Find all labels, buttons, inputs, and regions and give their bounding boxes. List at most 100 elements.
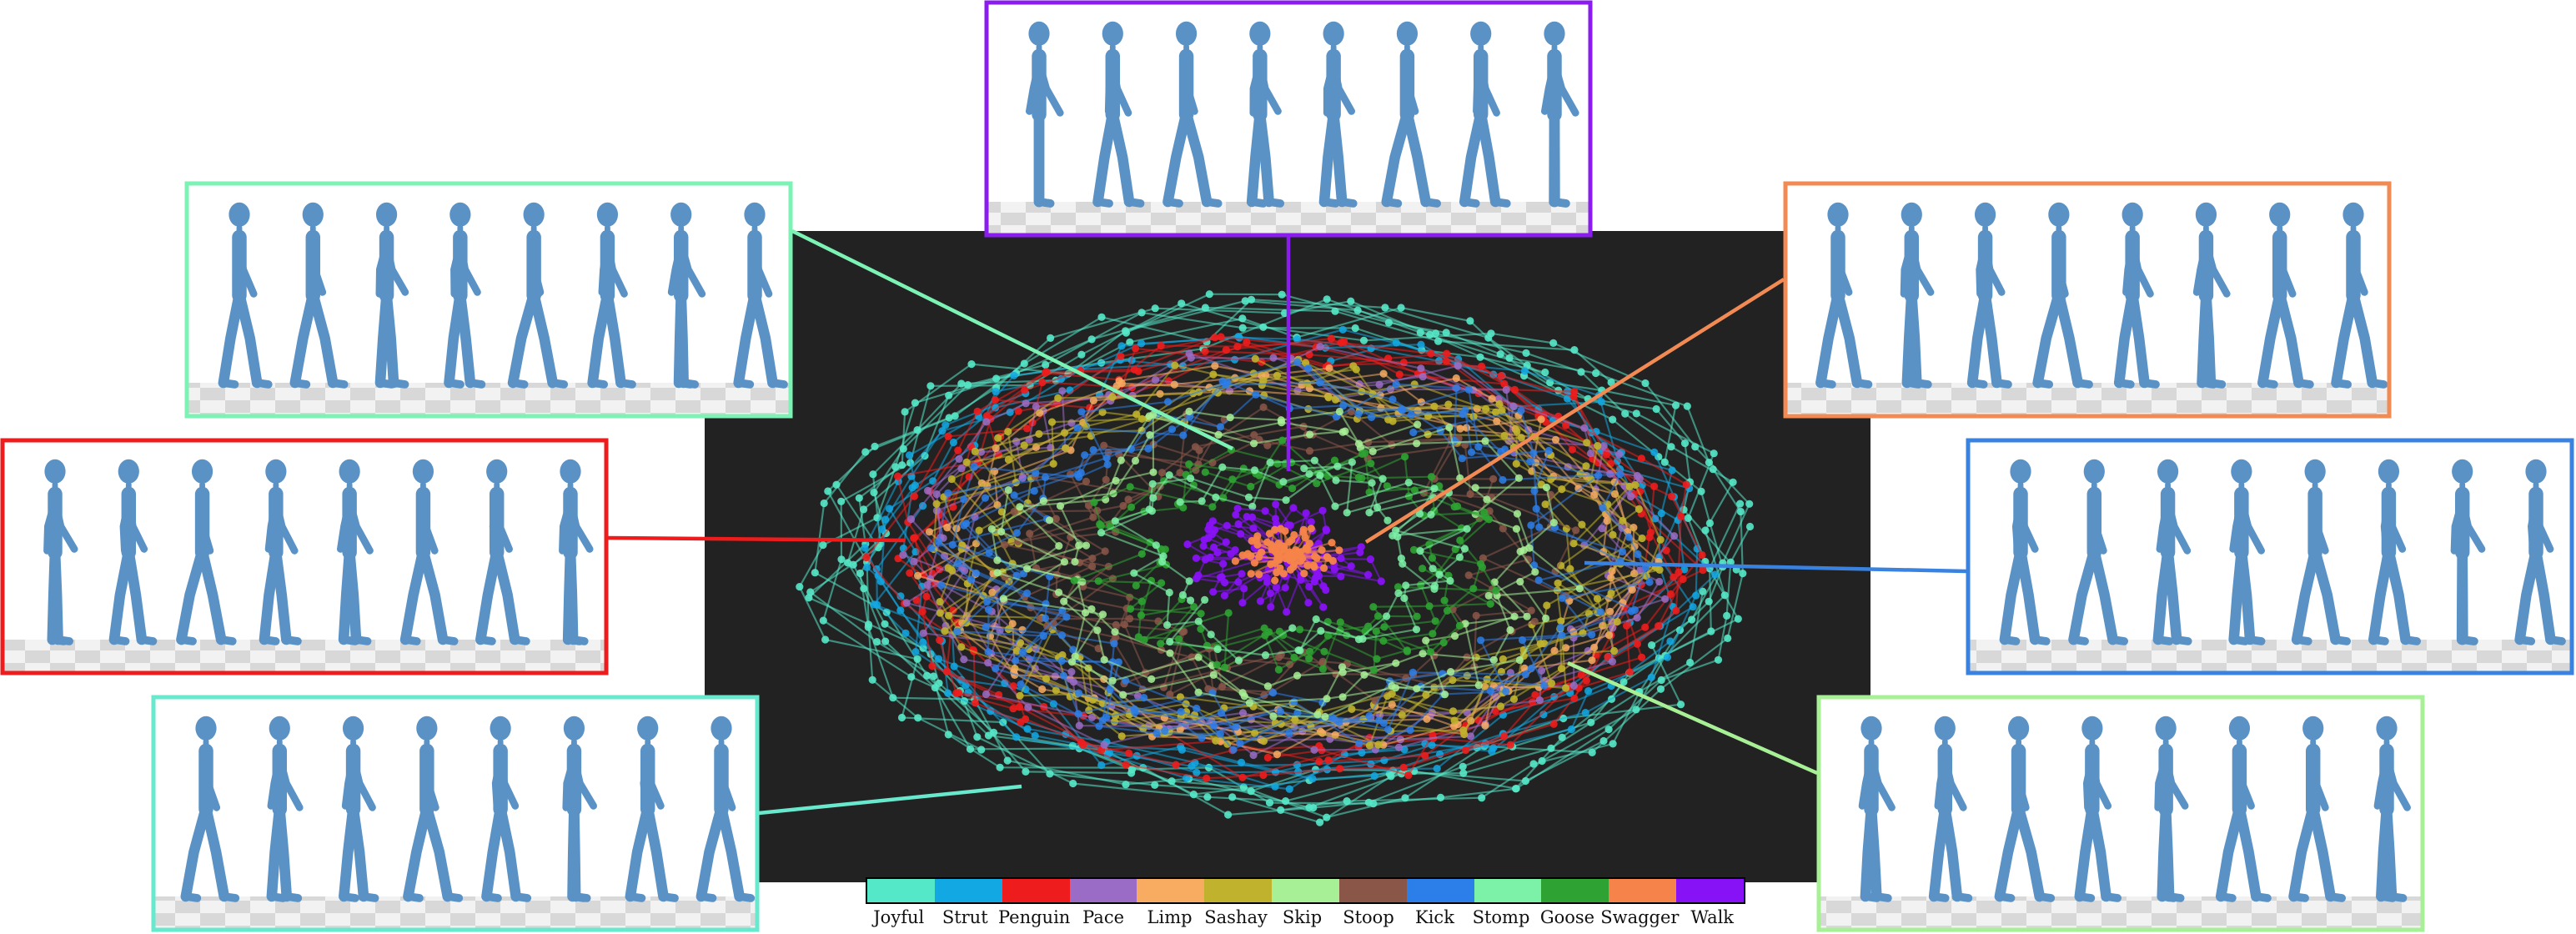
scatter-point [1517,434,1525,442]
scatter-point [1127,769,1136,777]
scatter-point [1383,612,1391,620]
scatter-point [1259,377,1268,385]
scatter-point [1705,597,1713,605]
scatter-point [1174,635,1183,643]
scatter-point [1378,475,1387,483]
scatter-point [1199,542,1208,550]
scatter-point [1146,431,1154,439]
scatter-point [1077,350,1086,359]
scatter-point [996,763,1004,771]
scatter-point [1567,725,1575,734]
scatter-point [1001,540,1009,549]
scatter-point [1723,611,1731,620]
scatter-trail [1167,465,1468,656]
scatter-point [1192,554,1200,562]
scatter-point [1212,736,1220,745]
scatter-point [910,534,918,543]
scatter-point [1454,502,1462,510]
scatter-point [1338,668,1347,676]
scatter-point [1238,773,1247,781]
legend-labels: Joyful Strut Penguin Pace Limp Sashay Skip Stoo… [866,907,1745,927]
scatter-point [1247,482,1255,491]
scatter-point [1609,415,1617,424]
scatter-point [1414,420,1422,429]
scatter-point [929,672,937,680]
scatter-point [1554,579,1562,587]
scatter-point [1100,741,1108,749]
character-figure [2450,459,2486,645]
character-figure [1459,21,1511,208]
scatter-point [1273,550,1282,559]
scatter-point [1219,560,1228,568]
scatter-point [1194,571,1203,580]
panel-floor [188,383,789,414]
scatter-point [1482,513,1490,521]
character-figure [1162,21,1223,208]
scatter-point [897,713,906,722]
scatter-point [1089,445,1097,454]
scatter-point [1463,525,1471,533]
scatter-point [1103,460,1112,469]
scatter-point [1647,673,1655,681]
scatter-point [1117,456,1125,464]
scatter-point [819,616,827,625]
scatter-point [1338,693,1347,701]
scatter-point [1111,517,1119,525]
scatter-point [1648,641,1656,650]
scatter-point [1364,798,1373,806]
scatter-point [1562,421,1570,429]
scatter-point [1403,647,1412,655]
scatter-point [1304,364,1313,373]
scatter-point [982,690,991,699]
motion-panel-swagger [1783,181,2392,419]
panel-border [1966,438,2574,675]
scatter-point [1590,643,1599,652]
scatter-point [1599,442,1608,450]
scatter-point [1187,354,1195,362]
scatter-point [1540,681,1549,690]
character-figure [1928,716,1973,902]
scatter-point [1112,476,1120,485]
scatter-point [1316,379,1324,387]
scatter-point [1067,419,1076,427]
scatter-point [868,675,876,684]
scatter-point [1130,569,1138,577]
scatter-trail [1073,453,1444,660]
scatter-point [977,746,986,754]
scatter-point [1119,501,1127,510]
scatter-point [873,638,881,646]
character-figure [176,459,237,645]
scatter-point [1633,640,1641,648]
scatter-point [1369,603,1378,611]
scatter-point [1621,409,1629,418]
scatter-point [1022,399,1030,408]
scatter-point [1209,670,1218,680]
character-figure [2373,716,2411,902]
scatter-point [967,360,976,369]
scatter-point [1305,647,1314,655]
scatter-point [1499,525,1507,533]
scatter-point [1606,607,1614,616]
scatter-point [1479,554,1487,562]
scatter-point [1527,606,1535,615]
scatter-point [873,600,881,609]
scatter-point [1558,631,1566,640]
scatter-point [1523,612,1531,620]
scatter-point [1070,576,1078,585]
character-figure [481,716,532,902]
scatter-point [1446,576,1454,585]
scatter-point [1450,716,1459,725]
motion-panel-joyful [151,695,760,932]
character-figure [266,716,304,902]
scatter-point [861,544,869,552]
scatter-point [1312,615,1320,624]
scatter-point [1698,550,1706,560]
scatter-point [1688,615,1696,624]
scatter-point [1149,410,1157,419]
scatter-point [1279,478,1288,486]
scatter-point [1351,324,1359,333]
scatter-point [1530,617,1539,625]
scatter-point [1194,653,1203,661]
scatter-point [1089,396,1097,404]
